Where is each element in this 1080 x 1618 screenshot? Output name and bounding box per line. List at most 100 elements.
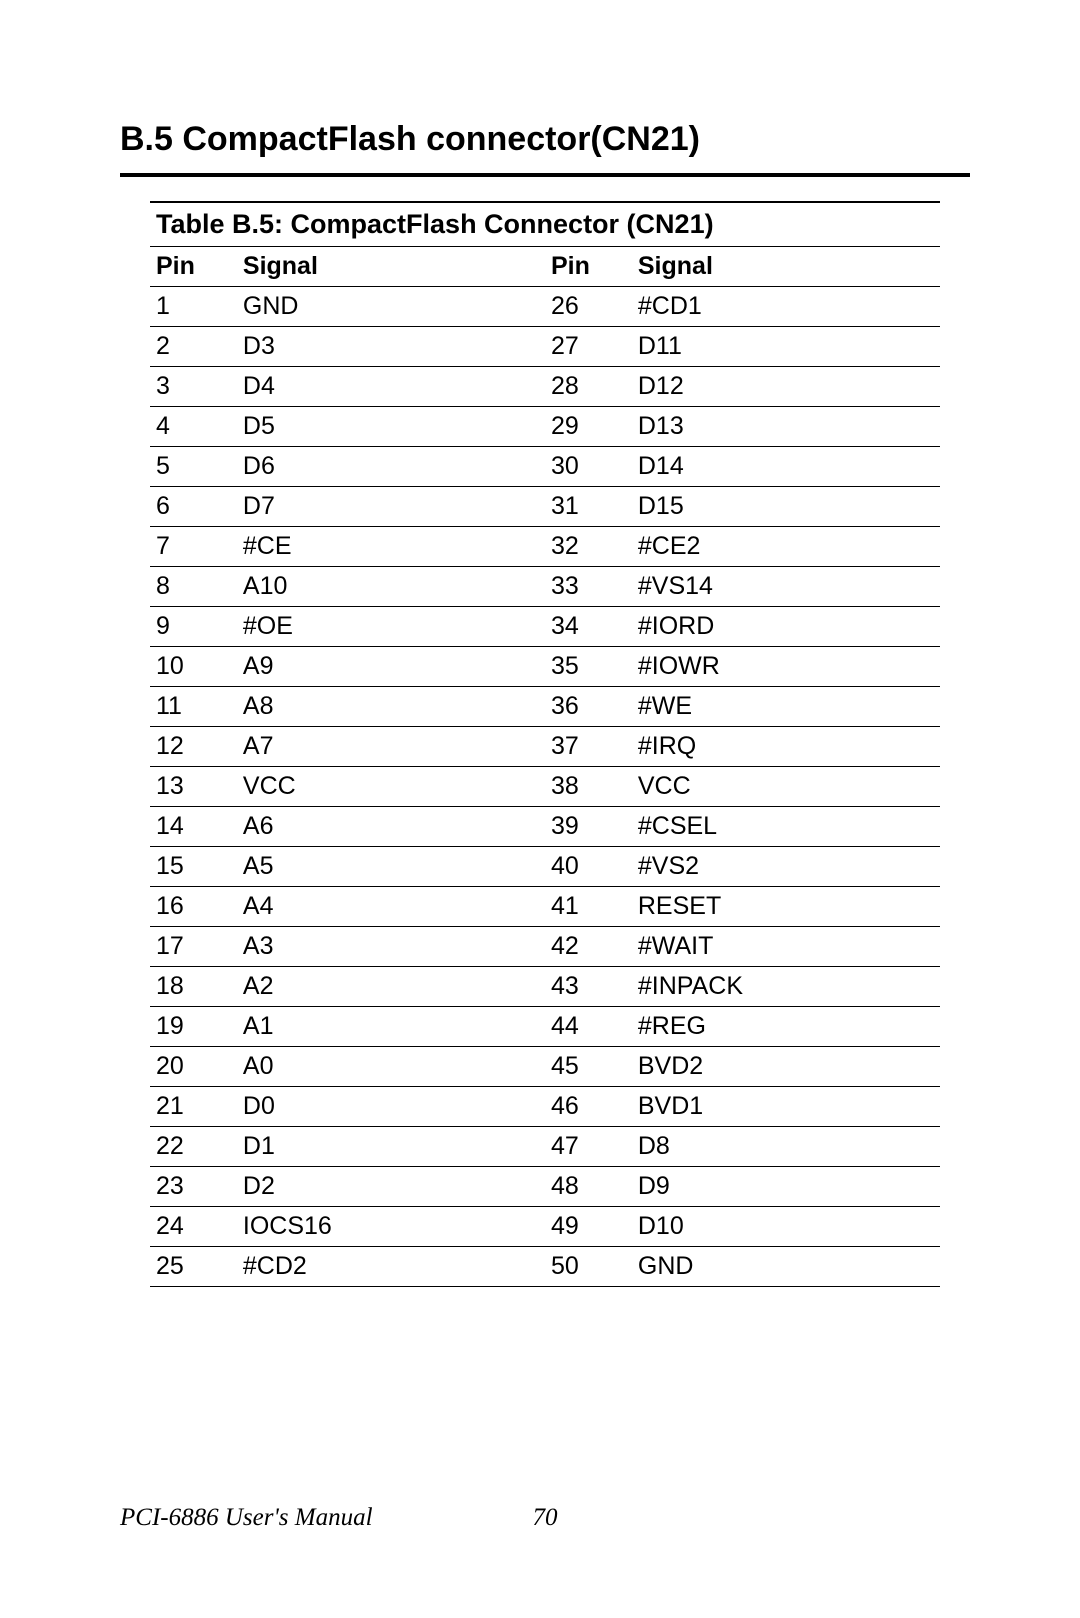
- signal-cell: A10: [237, 567, 545, 607]
- pin-cell: 40: [545, 847, 632, 887]
- signal-cell: BVD1: [632, 1087, 940, 1127]
- pin-cell: 2: [150, 327, 237, 367]
- section-heading: B.5 CompactFlash connector(CN21): [120, 120, 970, 177]
- table-title: Table B.5: CompactFlash Connector (CN21): [150, 201, 940, 247]
- pin-cell: 37: [545, 727, 632, 767]
- pin-cell: 25: [150, 1247, 237, 1287]
- signal-cell: GND: [632, 1247, 940, 1287]
- signal-cell: #CE: [237, 527, 545, 567]
- pin-cell: 35: [545, 647, 632, 687]
- table-row: 20A045BVD2: [150, 1047, 940, 1087]
- pin-cell: 49: [545, 1207, 632, 1247]
- signal-cell: #WE: [632, 687, 940, 727]
- signal-cell: A4: [237, 887, 545, 927]
- pin-cell: 13: [150, 767, 237, 807]
- pin-cell: 23: [150, 1167, 237, 1207]
- table-row: 4D529D13: [150, 407, 940, 447]
- table-row: 23D248D9: [150, 1167, 940, 1207]
- page-footer: PCI-6886 User's Manual 70: [120, 1504, 970, 1532]
- table-row: 19A144#REG: [150, 1007, 940, 1047]
- signal-cell: A9: [237, 647, 545, 687]
- pin-cell: 9: [150, 607, 237, 647]
- pin-cell: 50: [545, 1247, 632, 1287]
- signal-cell: D1: [237, 1127, 545, 1167]
- pin-cell: 28: [545, 367, 632, 407]
- signal-cell: IOCS16: [237, 1207, 545, 1247]
- pin-cell: 31: [545, 487, 632, 527]
- table-row: 22D147D8: [150, 1127, 940, 1167]
- table-row: 21D046BVD1: [150, 1087, 940, 1127]
- pin-cell: 15: [150, 847, 237, 887]
- pin-cell: 7: [150, 527, 237, 567]
- pin-cell: 14: [150, 807, 237, 847]
- signal-cell: #OE: [237, 607, 545, 647]
- signal-cell: RESET: [632, 887, 940, 927]
- signal-cell: #IRQ: [632, 727, 940, 767]
- table-row: 9#OE34#IORD: [150, 607, 940, 647]
- signal-cell: D5: [237, 407, 545, 447]
- pin-cell: 8: [150, 567, 237, 607]
- pin-cell: 10: [150, 647, 237, 687]
- table-row: 8A1033#VS14: [150, 567, 940, 607]
- pinout-table: Pin Signal Pin Signal 1GND26#CD12D327D11…: [150, 247, 940, 1287]
- signal-cell: D0: [237, 1087, 545, 1127]
- signal-cell: #INPACK: [632, 967, 940, 1007]
- signal-cell: D8: [632, 1127, 940, 1167]
- signal-cell: BVD2: [632, 1047, 940, 1087]
- signal-cell: D13: [632, 407, 940, 447]
- table-row: 2D327D11: [150, 327, 940, 367]
- signal-cell: A1: [237, 1007, 545, 1047]
- footer-manual-title: PCI-6886 User's Manual: [120, 1504, 373, 1532]
- table-row: 17A342#WAIT: [150, 927, 940, 967]
- pin-cell: 48: [545, 1167, 632, 1207]
- signal-cell: #IOWR: [632, 647, 940, 687]
- table-row: 10A935#IOWR: [150, 647, 940, 687]
- pin-cell: 29: [545, 407, 632, 447]
- col-header-signal-right: Signal: [632, 247, 940, 287]
- signal-cell: #REG: [632, 1007, 940, 1047]
- table-row: 16A441RESET: [150, 887, 940, 927]
- document-page: B.5 CompactFlash connector(CN21) Table B…: [0, 0, 1080, 1618]
- pin-cell: 22: [150, 1127, 237, 1167]
- signal-cell: A7: [237, 727, 545, 767]
- signal-cell: A8: [237, 687, 545, 727]
- signal-cell: A6: [237, 807, 545, 847]
- signal-cell: D15: [632, 487, 940, 527]
- signal-cell: D14: [632, 447, 940, 487]
- signal-cell: VCC: [237, 767, 545, 807]
- table-header-row: Pin Signal Pin Signal: [150, 247, 940, 287]
- col-header-pin-right: Pin: [545, 247, 632, 287]
- table-row: 11A836#WE: [150, 687, 940, 727]
- pin-cell: 45: [545, 1047, 632, 1087]
- pin-cell: 4: [150, 407, 237, 447]
- signal-cell: #CD1: [632, 287, 940, 327]
- pin-cell: 20: [150, 1047, 237, 1087]
- col-header-signal-left: Signal: [237, 247, 545, 287]
- table-row: 24IOCS1649D10: [150, 1207, 940, 1247]
- signal-cell: D9: [632, 1167, 940, 1207]
- pin-cell: 6: [150, 487, 237, 527]
- pin-cell: 21: [150, 1087, 237, 1127]
- pin-cell: 5: [150, 447, 237, 487]
- signal-cell: D11: [632, 327, 940, 367]
- signal-cell: #IORD: [632, 607, 940, 647]
- pin-cell: 32: [545, 527, 632, 567]
- table-row: 1GND26#CD1: [150, 287, 940, 327]
- pin-cell: 26: [545, 287, 632, 327]
- pin-cell: 46: [545, 1087, 632, 1127]
- pin-cell: 11: [150, 687, 237, 727]
- pin-cell: 27: [545, 327, 632, 367]
- table-row: 5D630D14: [150, 447, 940, 487]
- signal-cell: A2: [237, 967, 545, 1007]
- pin-cell: 41: [545, 887, 632, 927]
- pin-cell: 18: [150, 967, 237, 1007]
- signal-cell: D3: [237, 327, 545, 367]
- pinout-table-container: Table B.5: CompactFlash Connector (CN21)…: [150, 201, 940, 1287]
- signal-cell: A3: [237, 927, 545, 967]
- pin-cell: 34: [545, 607, 632, 647]
- pin-cell: 33: [545, 567, 632, 607]
- pin-cell: 17: [150, 927, 237, 967]
- pin-cell: 16: [150, 887, 237, 927]
- table-row: 13VCC38VCC: [150, 767, 940, 807]
- signal-cell: D12: [632, 367, 940, 407]
